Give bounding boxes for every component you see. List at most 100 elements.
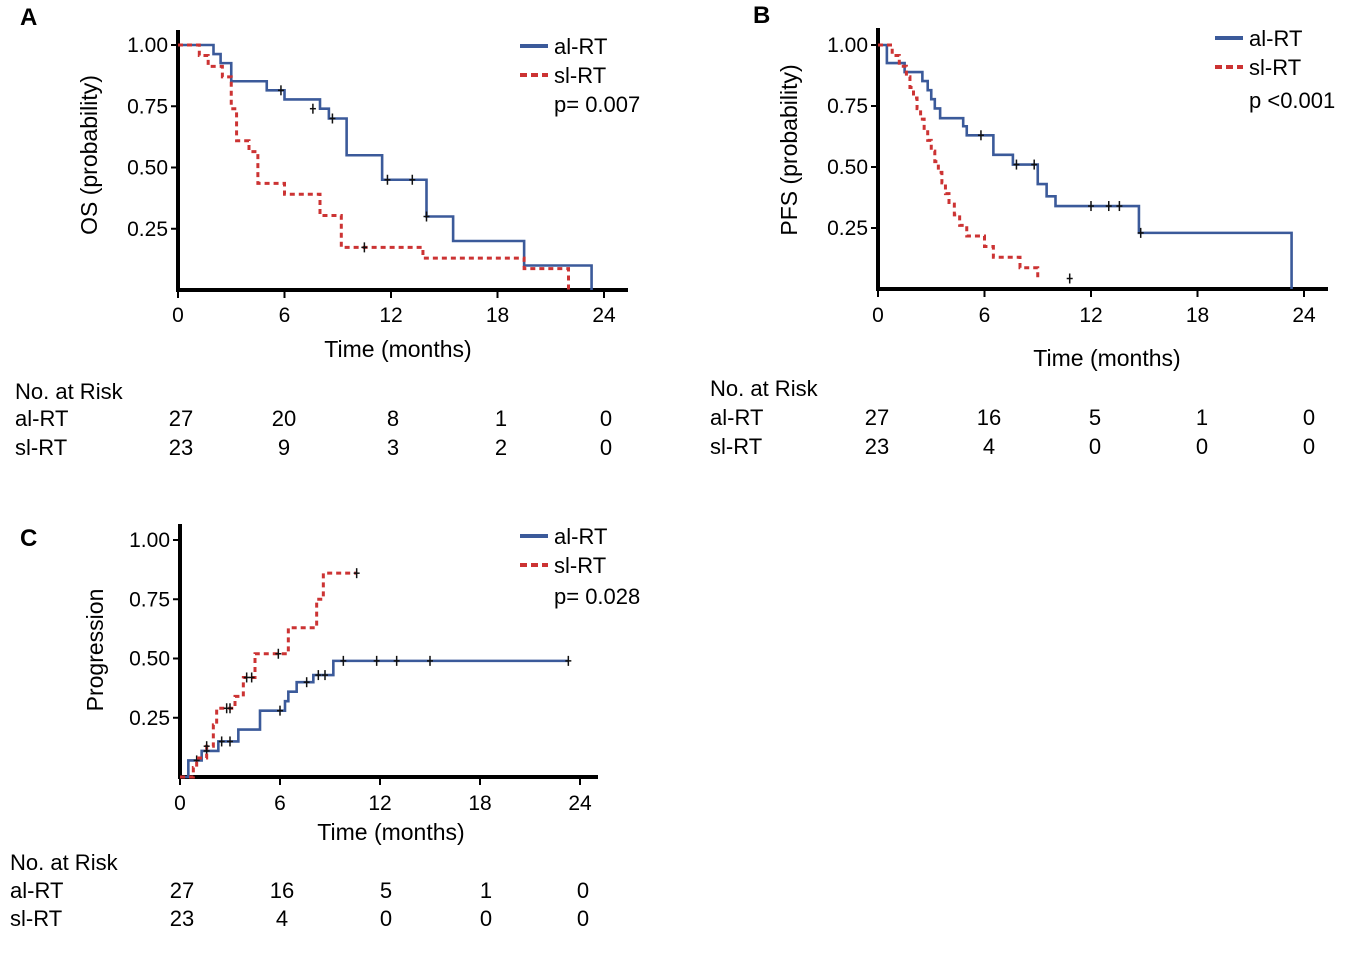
y-tick-label: 0.25: [129, 707, 170, 730]
risk-value: 0: [1303, 434, 1315, 459]
censor-mark: [303, 677, 310, 688]
series-line-sl-rt: [180, 571, 357, 779]
risk-value: 27: [865, 405, 889, 430]
panel-letter: B: [753, 2, 770, 29]
censor-mark: [218, 736, 225, 747]
x-tick-label: 6: [274, 792, 286, 815]
risk-value: 0: [600, 435, 612, 460]
series-line-al-rt: [178, 43, 593, 290]
series-line-al-rt: [878, 43, 1293, 289]
x-axis-title: Time (months): [1033, 345, 1180, 371]
series-line-sl-rt: [178, 43, 570, 290]
censor-mark: [277, 85, 284, 96]
risk-value: 4: [276, 906, 288, 931]
x-tick-label: 12: [1079, 304, 1102, 327]
x-tick-label: 18: [468, 792, 491, 815]
censor-mark: [384, 174, 391, 185]
censor-mark: [423, 211, 430, 222]
chart-panel-c: C 0 6 12 18 24 0.25 0.50 0.75 1.00 Time (months) Pr…: [10, 524, 640, 931]
x-tick-label: 0: [172, 304, 184, 327]
censor-mark: [1066, 273, 1073, 284]
censor-mark: [248, 672, 255, 683]
risk-value: 0: [1089, 434, 1101, 459]
censor-mark: [1116, 201, 1123, 212]
legend-label: sl-RT: [554, 553, 606, 578]
censor-mark: [340, 655, 347, 666]
legend-label: sl-RT: [554, 63, 606, 88]
y-tick-label: 1.00: [129, 529, 170, 552]
risk-value: 5: [1089, 405, 1101, 430]
censor-mark: [227, 703, 233, 714]
panel-letter: A: [20, 4, 37, 31]
risk-value: 16: [270, 878, 294, 903]
censor-mark: [275, 648, 282, 659]
risk-value: 4: [983, 434, 995, 459]
y-tick-label: 0.25: [127, 218, 168, 241]
risk-value: 5: [380, 878, 392, 903]
censor-mark: [565, 655, 572, 666]
y-tick-label: 1.00: [827, 34, 868, 57]
series-line-al-rt: [180, 659, 569, 779]
censor-mark: [427, 655, 433, 666]
risk-value: 23: [865, 434, 889, 459]
x-axis-title: Time (months): [324, 336, 471, 362]
y-tick-label: 0.50: [127, 157, 168, 180]
risk-value: 8: [387, 406, 399, 431]
censor-mark: [409, 174, 416, 185]
x-axis-title: Time (months): [317, 819, 464, 845]
risk-row-label: sl-RT: [15, 435, 67, 460]
censor-mark: [393, 655, 400, 666]
censor-mark: [227, 736, 233, 747]
risk-value: 9: [278, 435, 290, 460]
risk-row-label: al-RT: [10, 878, 63, 903]
censor-mark: [361, 242, 368, 253]
risk-table-heading: No. at Risk: [15, 379, 124, 404]
y-tick-label: 0.50: [129, 648, 170, 671]
censor-mark: [309, 103, 316, 114]
censor-mark: [373, 655, 380, 666]
risk-value: 16: [977, 405, 1001, 430]
y-tick-label: 1.00: [127, 34, 168, 57]
y-tick-label: 0.25: [827, 217, 868, 240]
legend-label: sl-RT: [1249, 55, 1301, 80]
series-line-sl-rt: [878, 43, 1040, 279]
risk-value: 3: [387, 435, 399, 460]
y-tick-label: 0.75: [127, 95, 168, 118]
risk-value: 0: [577, 878, 589, 903]
risk-row-label: al-RT: [15, 406, 68, 431]
risk-row-label: sl-RT: [10, 906, 62, 931]
censor-mark: [1013, 159, 1020, 170]
risk-row-label: al-RT: [710, 405, 763, 430]
legend-label: al-RT: [1249, 26, 1302, 51]
panel-letter: C: [20, 525, 37, 552]
x-tick-label: 6: [279, 304, 291, 327]
x-tick-label: 24: [568, 792, 592, 815]
risk-value: 23: [169, 435, 193, 460]
censor-mark: [353, 568, 360, 579]
risk-value: 0: [380, 906, 392, 931]
censor-mark: [1137, 227, 1144, 238]
risk-value: 0: [1196, 434, 1208, 459]
x-tick-label: 0: [174, 792, 186, 815]
x-tick-label: 0: [872, 304, 884, 327]
legend-label: al-RT: [554, 34, 607, 59]
risk-value: 20: [272, 406, 296, 431]
risk-value: 0: [480, 906, 492, 931]
risk-value: 0: [1303, 405, 1315, 430]
censor-mark: [315, 670, 322, 681]
censor-mark: [203, 741, 210, 752]
y-axis-title: OS (probability): [76, 75, 102, 235]
chart-panel-b: B 0 6 12 18 24 0.25 0.50 0.75 1.00 Time (months) PF…: [710, 2, 1335, 459]
y-axis-title: Progression: [82, 589, 108, 712]
x-tick-label: 12: [368, 792, 391, 815]
y-tick-label: 0.75: [827, 95, 868, 118]
risk-row-label: sl-RT: [710, 434, 762, 459]
p-value-label: p= 0.007: [554, 92, 640, 117]
x-tick-label: 12: [379, 304, 402, 327]
censor-mark: [1031, 159, 1038, 170]
censor-mark: [977, 130, 984, 141]
y-tick-label: 0.75: [129, 588, 170, 611]
x-tick-label: 24: [1292, 304, 1316, 327]
